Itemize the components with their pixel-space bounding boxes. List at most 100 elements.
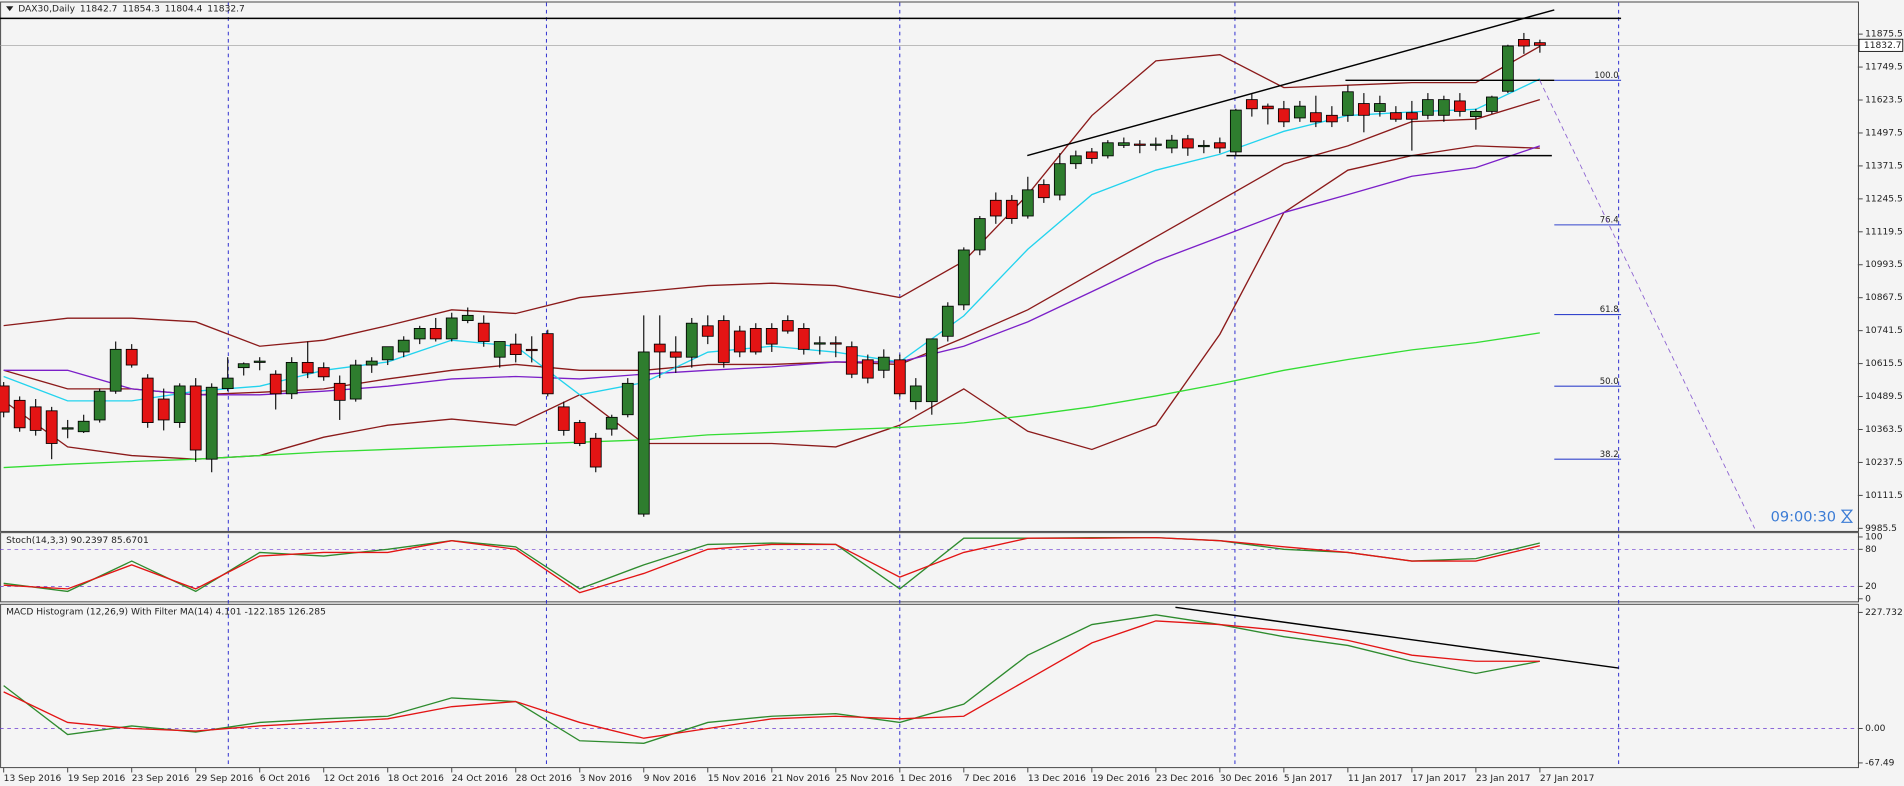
fib-label: 38.2 <box>1600 450 1619 460</box>
candle-body <box>701 325 714 337</box>
candle-body <box>1293 105 1306 119</box>
chart-title: DAX30,Daily <box>18 4 75 14</box>
fib-diagonal <box>1539 80 1756 529</box>
candle-body <box>861 359 874 379</box>
candle-body <box>1117 142 1130 146</box>
candle-body <box>669 351 682 358</box>
x-tick-label: 18 Oct 2016 <box>388 774 444 784</box>
indicator-line <box>3 536 1540 594</box>
candle-body <box>429 328 442 340</box>
candle-body <box>1501 45 1514 92</box>
candle-body <box>413 328 426 340</box>
candle-body <box>733 330 746 353</box>
candle-body <box>189 385 202 451</box>
candle-body <box>301 361 314 374</box>
x-tick-label: 5 Jan 2017 <box>1284 774 1333 784</box>
candle-body <box>1133 143 1146 146</box>
y-tick-label: 20 <box>1865 582 1877 592</box>
candle-body <box>973 218 986 251</box>
price-tag <box>1858 38 1904 52</box>
candle-body <box>365 360 378 366</box>
x-tick-label: 23 Sep 2016 <box>132 774 190 784</box>
candle-body <box>1245 99 1258 110</box>
y-tick-label: 10993.5 <box>1865 260 1903 270</box>
candle-body <box>285 361 298 395</box>
candle-body <box>653 343 666 353</box>
candle-body <box>125 348 138 366</box>
indicator-line <box>3 620 1540 739</box>
fib-label: 50.0 <box>1600 377 1619 387</box>
candle-body <box>925 338 938 403</box>
x-tick-label: 13 Dec 2016 <box>1028 774 1086 784</box>
ohlc-value: 11854.3 <box>122 4 160 14</box>
candle-body <box>1005 199 1018 220</box>
y-tick-label: 11497.5 <box>1865 128 1903 138</box>
hourglass <box>1840 509 1854 523</box>
panel-frames <box>0 1 1859 769</box>
x-tick-label: 28 Oct 2016 <box>516 774 572 784</box>
panel-title: MACD Histogram (12,26,9) With Filter MA(… <box>6 608 326 618</box>
ohlc-value: 11842.7 <box>80 4 118 14</box>
timer: 09:00:30 <box>1771 508 1836 525</box>
indicator-line <box>3 145 1541 396</box>
candle-body <box>1421 99 1434 116</box>
candle-body <box>1197 144 1210 148</box>
panel-title: Stoch(14,3,3) 90.2397 85.6701 <box>6 536 149 546</box>
candle-body <box>1453 100 1466 112</box>
indicator-line <box>3 98 1541 396</box>
indicator-line <box>3 536 1540 593</box>
y-tick-label: 11245.5 <box>1865 194 1903 204</box>
candle-body <box>461 314 474 322</box>
candle-body <box>493 341 506 358</box>
candle-body <box>205 386 218 460</box>
candle-body <box>397 339 410 353</box>
candle-body <box>797 328 810 350</box>
candle-body <box>1485 96 1498 112</box>
y-tick-label: 11623.5 <box>1865 96 1903 106</box>
fib-label: 61.8 <box>1600 305 1619 315</box>
candle-body <box>1469 110 1482 118</box>
ohlc-value: 11832.7 <box>207 4 245 14</box>
y-tick-label: 10111.5 <box>1865 491 1903 501</box>
candle-body <box>253 360 266 363</box>
x-tick-label: 21 Nov 2016 <box>772 774 830 784</box>
x-tick-label: 19 Dec 2016 <box>1092 774 1150 784</box>
candle-body <box>221 377 234 389</box>
y-tick-label: 11371.5 <box>1865 161 1903 171</box>
candle-body <box>1053 163 1066 196</box>
candle-body <box>157 398 170 421</box>
y-tick-label: 227.732 <box>1865 608 1903 618</box>
y-tick-label: 11749.5 <box>1865 63 1903 73</box>
price-tag-label: 11832.7 <box>1864 41 1902 51</box>
x-tick-label: 30 Dec 2016 <box>1220 774 1278 784</box>
candle-body <box>1101 142 1114 157</box>
candle-body <box>445 317 458 340</box>
macd-panel-frame <box>0 603 1859 769</box>
y-tick-label: 10741.5 <box>1865 326 1903 336</box>
candle-body <box>717 320 730 363</box>
candle-body <box>1373 103 1386 112</box>
collapse-icon[interactable] <box>6 6 14 12</box>
indicator-line <box>3 45 1541 347</box>
candle-body <box>509 343 522 356</box>
candle-body <box>269 373 282 395</box>
candle-body <box>1181 138 1194 149</box>
ohlc-value: 11804.4 <box>165 4 203 14</box>
candle-body <box>557 406 570 431</box>
candle-body <box>1021 189 1034 217</box>
x-tick-label: 6 Oct 2016 <box>260 774 311 784</box>
y-tick-label: 11875.5 <box>1865 30 1903 40</box>
x-tick-label: 27 Jan 2017 <box>1540 774 1595 784</box>
panel-header: DAX30,Daily 11842.7 11854.3 11804.4 11832.7 <box>18 4 245 14</box>
candle-body <box>1085 151 1098 159</box>
candle-body <box>893 359 906 395</box>
candle-body <box>1357 103 1370 116</box>
x-tick-label: 25 Nov 2016 <box>836 774 894 784</box>
candle-body <box>45 410 58 444</box>
candle-body <box>1534 42 1546 46</box>
y-tick-label: 9985.5 <box>1865 524 1897 534</box>
trend-line <box>1027 9 1555 157</box>
candle-body <box>605 416 618 430</box>
